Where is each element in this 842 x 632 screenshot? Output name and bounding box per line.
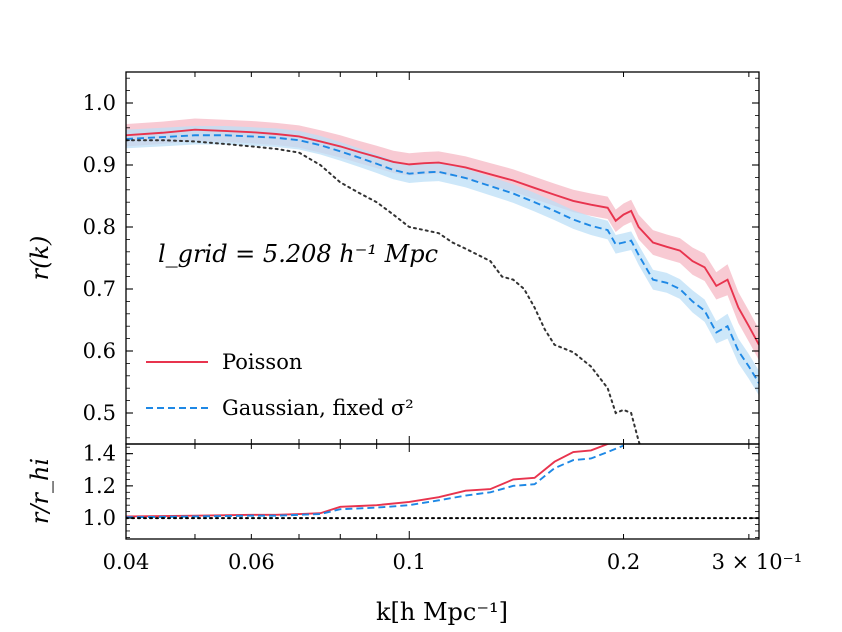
legend: Poisson Gaussian, fixed σ² <box>146 350 414 420</box>
main-plot-area <box>126 118 759 444</box>
main-reference-line <box>126 139 641 444</box>
ratio-xtick-label: 0.06 <box>228 550 275 574</box>
ratio-xtick-label: 0.2 <box>607 550 640 574</box>
ratio-ytick-label: 1.0 <box>83 506 116 530</box>
ratio-xtick-label: 0.04 <box>103 550 150 574</box>
main-ytick-label: 0.8 <box>83 215 116 239</box>
ratio-y-axis-label: r/r_hi <box>26 458 54 524</box>
ratio-ytick-label: 1.2 <box>83 474 116 498</box>
ratio-axes: 1.0 1.2 1.4 0.04 0.06 0.1 0.2 3 × 10⁻¹ <box>83 442 803 574</box>
grid-size-annotation: l_grid = 5.208 h⁻¹ Mpc <box>158 240 438 268</box>
main-ytick-label: 0.9 <box>83 153 116 177</box>
legend-gaussian-label: Gaussian, fixed σ² <box>222 396 414 420</box>
ratio-poisson-line <box>126 444 611 518</box>
ratio-xtick-label: 0.1 <box>393 550 426 574</box>
main-poisson-line <box>126 128 759 346</box>
x-axis-label: k[h Mpc⁻¹] <box>376 598 508 626</box>
main-gaussian-fixed-error-band <box>126 125 759 396</box>
main-ytick-label: 0.6 <box>83 339 116 363</box>
ratio-gaussian-fixed-line <box>126 444 624 519</box>
main-ytick-label: 0.7 <box>83 277 116 301</box>
main-y-axis-label: r(k) <box>26 236 54 281</box>
ratio-xtick-label: 3 × 10⁻¹ <box>712 550 803 574</box>
main-ytick-label: 1.0 <box>83 91 116 115</box>
main-gaussian-fixed-line <box>126 134 759 384</box>
ratio-plot-frame <box>125 443 760 540</box>
legend-poisson-label: Poisson <box>222 350 302 374</box>
main-axes: 0.5 0.6 0.7 0.8 0.9 1.0 <box>83 72 759 444</box>
ratio-ytick-label: 1.4 <box>83 442 116 466</box>
ratio-plot-area <box>126 444 759 520</box>
main-ytick-label: 0.5 <box>83 401 116 425</box>
